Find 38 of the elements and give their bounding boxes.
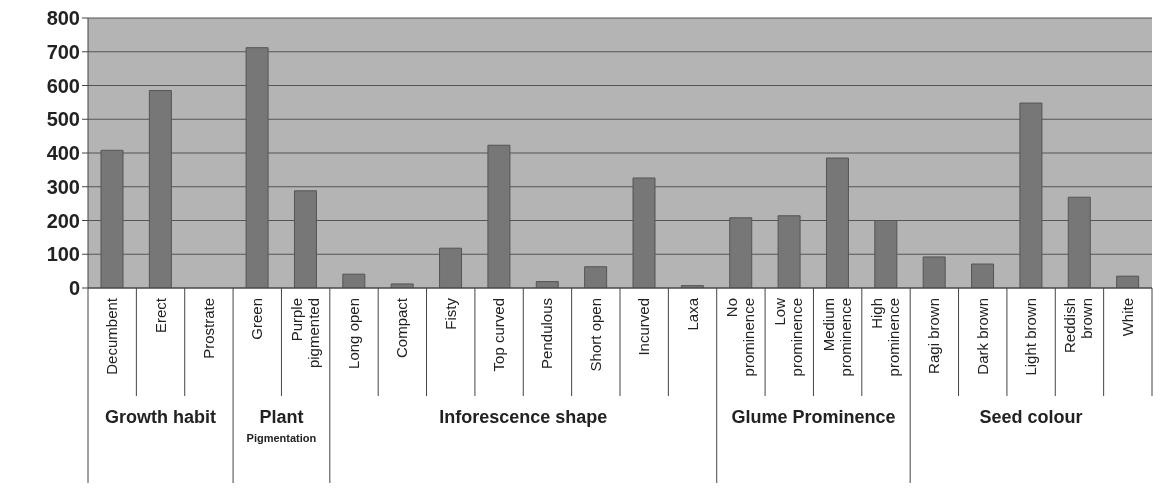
x-tick-label: White	[1118, 298, 1136, 337]
x-tick-label: Top curved	[490, 298, 508, 372]
x-tick-label: Dark brown	[973, 298, 991, 375]
y-tick-label: 600	[46, 74, 80, 97]
x-tick-label: Green	[248, 298, 266, 340]
x-tick-label: Erect	[151, 297, 169, 334]
y-tick-label: 300	[46, 175, 80, 198]
x-tick-label: Incurved	[635, 298, 653, 356]
bar	[971, 263, 995, 288]
y-tick-label: 700	[46, 40, 80, 63]
x-tick-label: Ragi brown	[925, 298, 943, 374]
y-tick-label: 500	[46, 108, 80, 131]
x-tick-label: Prostrate	[199, 298, 217, 359]
y-tick-label: 0	[68, 277, 80, 300]
text: Pigmentation	[245, 431, 318, 444]
bar	[342, 273, 366, 288]
y-tick-label: 100	[46, 243, 80, 266]
text: Glume Prominence	[730, 407, 897, 428]
y-tick-label: 200	[46, 209, 80, 232]
x-tick-label: Decumbent	[103, 297, 121, 375]
y-tick-label: 400	[46, 142, 80, 165]
x-tick-label: Pendulous	[538, 298, 556, 369]
x-tick-label: Laxa	[683, 297, 701, 331]
bar	[1116, 275, 1140, 288]
y-tick-label: 800	[46, 7, 80, 30]
text: Inforescence shape	[438, 407, 609, 428]
text: Seed colour	[978, 407, 1084, 428]
text: Growth habit	[104, 407, 218, 428]
x-tick-label: Long open	[345, 298, 362, 369]
x-tick-label: Compact	[393, 297, 411, 359]
text: Plant	[258, 407, 305, 428]
x-tick-label: Reddish brown	[1061, 298, 1096, 354]
x-tick-label: Short open	[586, 298, 604, 372]
x-tick-label: Fisty	[441, 297, 459, 330]
x-tick-label: Purple pigmented	[287, 298, 322, 369]
x-tick-label: No prominence	[722, 298, 757, 377]
x-tick-label: Light brown	[1022, 298, 1040, 376]
bar	[584, 266, 608, 288]
